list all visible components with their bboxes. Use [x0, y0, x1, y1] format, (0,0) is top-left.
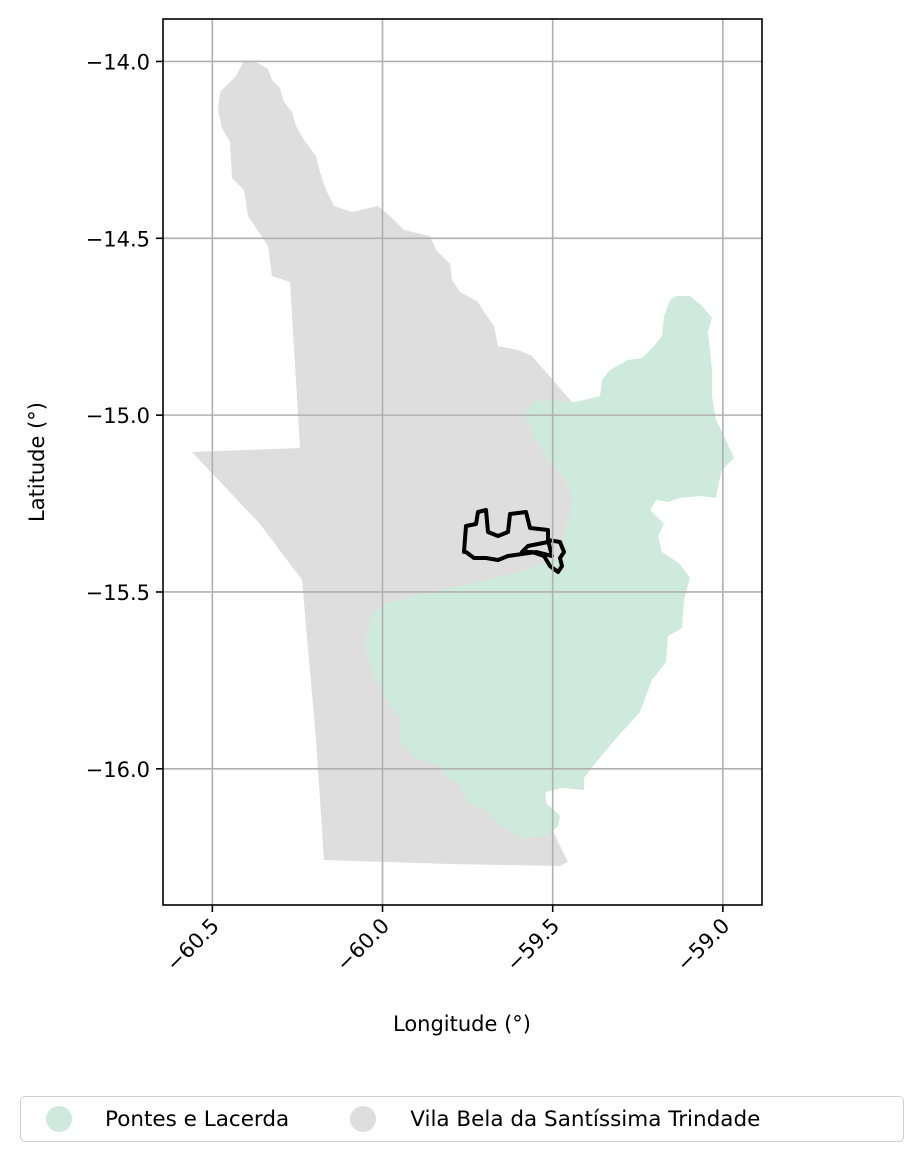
legend-label-vila-bela: Vila Bela da Santíssima Trindade — [410, 1106, 761, 1132]
y-tick-label: −15.5 — [86, 581, 150, 605]
legend-label-pontes: Pontes e Lacerda — [105, 1106, 290, 1132]
legend-marker-pontes — [46, 1106, 72, 1132]
x-tick-label: −60.5 — [161, 914, 223, 976]
legend: Pontes e Lacerda Vila Bela da Santíssima… — [20, 1096, 904, 1142]
y-tick-label: −16.0 — [86, 758, 150, 782]
x-tick-label: −59.5 — [502, 914, 564, 976]
legend-item-pontes: Pontes e Lacerda — [46, 1097, 289, 1141]
map-figure: −60.5 −60.0 −59.5 −59.0 −14.0 −14.5 −15.0 −15.5… — [25, 18, 763, 1036]
highlight-outline — [462, 508, 566, 574]
x-axis-title: Longitude (°) — [393, 1012, 531, 1036]
y-tick-label: −14.0 — [86, 50, 150, 74]
x-tick-label: −60.0 — [332, 914, 394, 976]
y-tick-label: −15.0 — [86, 404, 150, 428]
legend-item-vila-bela: Vila Bela da Santíssima Trindade — [350, 1097, 760, 1141]
plot-frame — [162, 18, 763, 906]
y-axis-title: Latitude (°) — [25, 402, 49, 522]
grid-lines — [163, 19, 762, 905]
y-tick-label: −14.5 — [86, 227, 150, 251]
legend-marker-vila-bela — [350, 1106, 377, 1132]
x-tick-label: −59.0 — [672, 914, 734, 976]
